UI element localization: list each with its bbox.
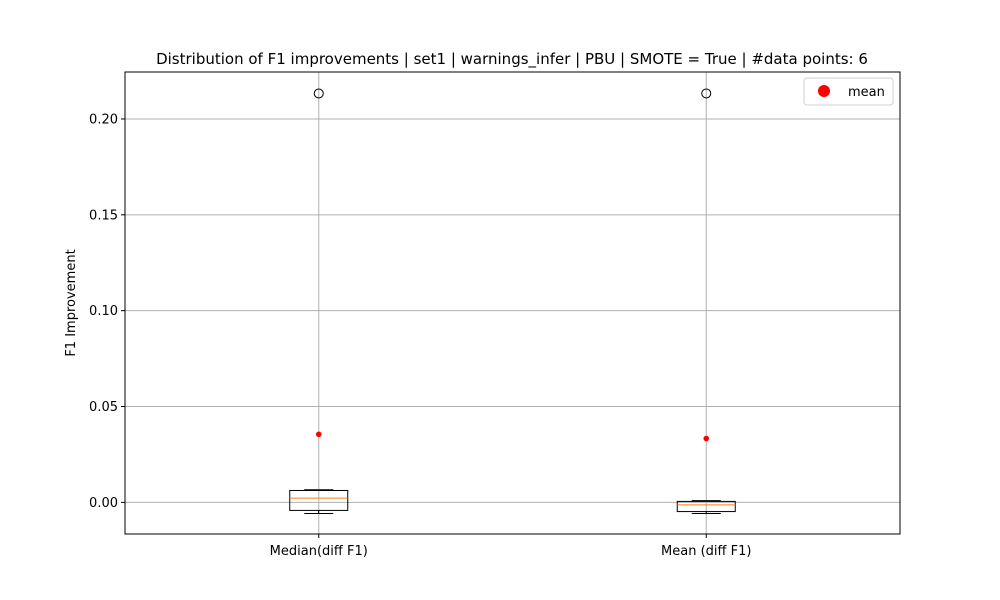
y-tick-label: 0.10 <box>89 304 118 319</box>
legend-frame <box>803 77 894 106</box>
plot-area <box>289 88 736 514</box>
x-tick-label: Median(diff F1) <box>270 544 368 559</box>
y-tick-label: 0.20 <box>89 112 118 127</box>
box-group <box>676 88 736 514</box>
legend-mean-label: mean <box>848 85 885 100</box>
chart-title: Distribution of F1 improvements | set1 |… <box>156 50 868 69</box>
box-iqr <box>676 500 736 513</box>
x-tick-label: Mean (diff F1) <box>661 544 751 559</box>
y-tick-label: 0.15 <box>89 208 118 223</box>
box-iqr <box>289 489 349 511</box>
outlier-point <box>313 88 324 99</box>
y-tick-label: 0.05 <box>89 400 118 415</box>
mean-point <box>703 435 710 442</box>
box-group <box>289 88 349 514</box>
outlier-point <box>701 88 712 99</box>
y-tick-label: 0.00 <box>89 496 118 511</box>
y-axis-label: F1 Improvement <box>64 249 79 356</box>
legend: mean <box>803 77 894 106</box>
plot-frame <box>124 71 901 535</box>
grid-lines <box>125 72 900 534</box>
axes: 0.00 0.05 0.10 0.15 0.20 Median(diff F1) Mean … <box>89 112 751 559</box>
legend-mean-marker <box>818 85 830 97</box>
mean-point <box>315 431 322 438</box>
